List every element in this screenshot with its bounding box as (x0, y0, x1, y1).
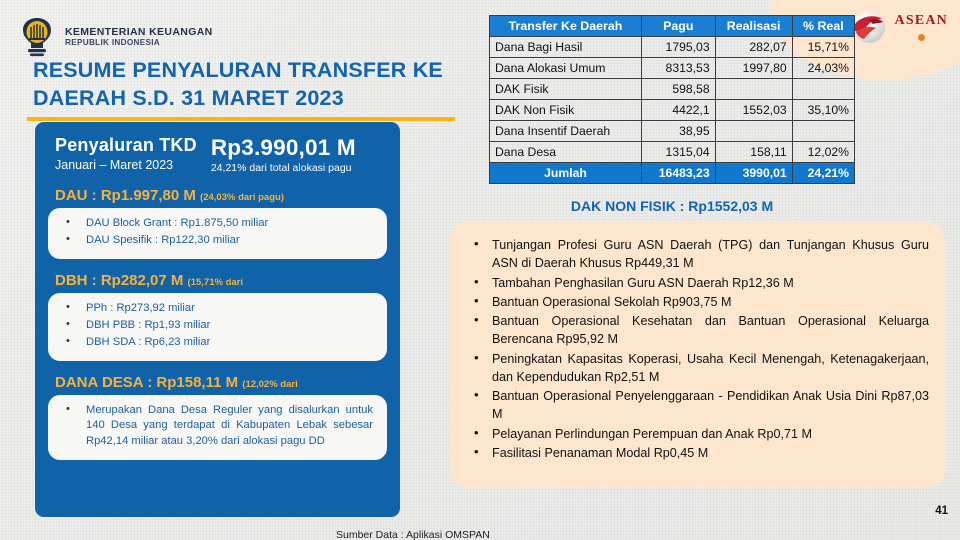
asean-dot-icon (917, 34, 925, 41)
cell-label: DAK Fisik (489, 78, 642, 100)
cell-pagu: 1315,04 (641, 141, 716, 163)
cell-pagu: 8313,53 (641, 57, 716, 79)
tkd-table: Transfer Ke Daerah Pagu Realisasi % Real… (489, 15, 856, 184)
list-item: DBH PBB : Rp1,93 miliar (58, 317, 377, 334)
list-item: DAU Block Grant : Rp1.875,50 miliar (58, 215, 377, 232)
table-header-row: Transfer Ke Daerah Pagu Realisasi % Real (489, 15, 856, 37)
ministry-name-line1: KEMENTERIAN KEUANGAN (65, 25, 213, 38)
list-item: PPh : Rp273,92 miliar (58, 300, 377, 317)
cell-persen: 12,02% (791, 141, 856, 163)
section-dana-desa-box: Merupakan Dana Desa Reguler yang disalur… (48, 394, 387, 461)
section-dana-desa-title: DANA DESA : Rp158,11 M (55, 373, 239, 391)
tkd-table-wrapper: Transfer Ke Daerah Pagu Realisasi % Real… (489, 15, 856, 184)
cell-persen (791, 120, 856, 142)
ministry-name-line2: REPUBLIK INDONESIA (65, 38, 161, 48)
tkd-summary-left: Penyaluran TKD Januari – Maret 2023 (55, 135, 197, 172)
section-heading-dau: DAU : Rp1.997,80 M (24,03% dari pagu) (55, 187, 387, 204)
list-item: Bantuan Operasional Sekolah Rp903,75 M (464, 292, 929, 311)
cell-total-label: Jumlah (489, 162, 642, 184)
list-item: Bantuan Operasional Kesehatan dan Bantua… (464, 311, 929, 349)
cell-realisasi: 282,07 (714, 36, 793, 58)
table-total-row: Jumlah 16483,23 3990,01 24,21% (489, 162, 856, 184)
ministry-wordmark: KEMENTERIAN KEUANGAN REPUBLIK INDONESIA (65, 25, 213, 48)
ministry-emblem-icon (17, 16, 57, 58)
tkd-period: Januari – Maret 2023 (55, 158, 174, 172)
cell-total-realisasi: 3990,01 (714, 162, 793, 184)
list-item: Merupakan Dana Desa Reguler yang disalur… (58, 402, 377, 451)
cell-label: Dana Alokasi Umum (489, 57, 642, 79)
section-dau-subtitle: (24,03% dari pagu) (200, 192, 284, 203)
column-header-realisasi: Realisasi (714, 15, 793, 37)
cell-pagu: 598,58 (641, 78, 716, 100)
list-item: Bantuan Operasional Penyelenggaraan - Pe… (464, 386, 929, 424)
table-row: Dana Desa 1315,04 158,11 12,02% (489, 141, 856, 163)
cell-label: DAK Non Fisik (489, 99, 642, 121)
section-dbh-box: PPh : Rp273,92 miliar DBH PBB : Rp1,93 m… (48, 292, 387, 361)
page-number: 41 (935, 505, 948, 517)
column-header-transfer: Transfer Ke Daerah (489, 15, 642, 37)
tkd-summary-right: Rp3.990,01 M 24,21% dari total alokasi p… (211, 135, 356, 174)
dak-non-fisik-list: Tunjangan Profesi Guru ASN Daerah (TPG) … (464, 235, 929, 462)
asean-logo: ASEAN (849, 7, 948, 47)
cell-label: Dana Insentif Daerah (489, 120, 642, 142)
column-header-pagu: Pagu (641, 15, 716, 37)
section-heading-dana-desa: DANA DESA : Rp158,11 M (12,02% dari (55, 374, 387, 391)
section-dbh-title: DBH : Rp282,07 M (55, 271, 184, 289)
list-item: Fasilitasi Penanaman Modal Rp0,45 M (464, 443, 929, 462)
cell-realisasi (714, 120, 793, 142)
cell-label: Dana Desa (489, 141, 642, 163)
asean-emblem-icon (849, 7, 889, 47)
section-heading-dbh: DBH : Rp282,07 M (15,71% dari (55, 272, 387, 289)
tkd-amount: Rp3.990,01 M (210, 135, 356, 160)
cell-realisasi: 158,11 (714, 141, 793, 163)
section-dana-desa-subtitle: (12,02% dari (242, 378, 298, 390)
cell-realisasi: 1997,80 (714, 57, 793, 79)
section-dau-box: DAU Block Grant : Rp1.875,50 miliar DAU … (48, 208, 387, 259)
tkd-percent-note: 24,21% dari total alokasi pagu (210, 162, 352, 174)
cell-persen: 24,03% (791, 57, 856, 79)
list-item: Tunjangan Profesi Guru ASN Daerah (TPG) … (464, 235, 929, 273)
tkd-label: Penyaluran TKD (55, 135, 197, 155)
dbh-list: PPh : Rp273,92 miliar DBH PBB : Rp1,93 m… (58, 300, 377, 351)
asean-label: ASEAN (894, 13, 948, 28)
asean-wordmark: ASEAN (895, 13, 948, 41)
table-row: DAK Fisik 598,58 (489, 78, 856, 100)
cell-realisasi: 1552,03 (714, 99, 793, 121)
table-row: Dana Bagi Hasil 1795,03 282,07 15,71% (489, 36, 856, 58)
cell-persen (791, 78, 856, 100)
cell-pagu: 1795,03 (641, 36, 716, 58)
cell-realisasi (714, 78, 793, 100)
cell-total-pagu: 16483,23 (641, 162, 716, 184)
list-item: Pelayanan Perlindungan Perempuan dan Ana… (464, 423, 929, 443)
dak-non-fisik-heading: DAK NON FISIK : Rp1552,03 M (570, 198, 774, 214)
cell-pagu: 4422,1 (641, 99, 716, 121)
section-dbh-subtitle: (15,71% dari (187, 276, 243, 288)
page-title: RESUME PENYALURAN TRANSFER KE DAERAH S.D… (33, 58, 443, 111)
cell-total-persen: 24,21% (791, 162, 856, 184)
list-item: DAU Spesifik : Rp122,30 miliar (58, 232, 377, 249)
dau-list: DAU Block Grant : Rp1.875,50 miliar DAU … (58, 215, 377, 249)
section-dau-title: DAU : Rp1.997,80 M (55, 187, 196, 204)
cell-pagu: 38,95 (641, 120, 716, 142)
table-row: Dana Alokasi Umum 8313,53 1997,80 24,03% (489, 57, 856, 79)
dana-desa-list: Merupakan Dana Desa Reguler yang disalur… (58, 402, 377, 451)
source-note: Sumber Data : Aplikasi OMSPAN (336, 529, 490, 540)
title-underline-bar (27, 117, 455, 121)
list-item: Tambahan Penghasilan Guru ASN Daerah Rp1… (464, 272, 929, 292)
ministry-logo: KEMENTERIAN KEUANGAN REPUBLIK INDONESIA (17, 16, 213, 58)
cell-label: Dana Bagi Hasil (489, 36, 642, 58)
dak-non-fisik-box: Tunjangan Profesi Guru ASN Daerah (TPG) … (450, 222, 945, 487)
cell-persen: 15,71% (791, 36, 856, 58)
table-row: DAK Non Fisik 4422,1 1552,03 35,10% (489, 99, 856, 121)
list-item: Peningkatan Kapasitas Koperasi, Usaha Ke… (464, 349, 929, 387)
cell-persen: 35,10% (791, 99, 856, 121)
column-header-persen-real: % Real (791, 15, 856, 37)
table-row: Dana Insentif Daerah 38,95 (489, 120, 856, 142)
tkd-summary-panel: Penyaluran TKD Januari – Maret 2023 Rp3.… (35, 122, 400, 517)
tkd-summary-header: Penyaluran TKD Januari – Maret 2023 Rp3.… (48, 132, 387, 174)
list-item: DBH SDA : Rp6,23 miliar (58, 334, 377, 351)
